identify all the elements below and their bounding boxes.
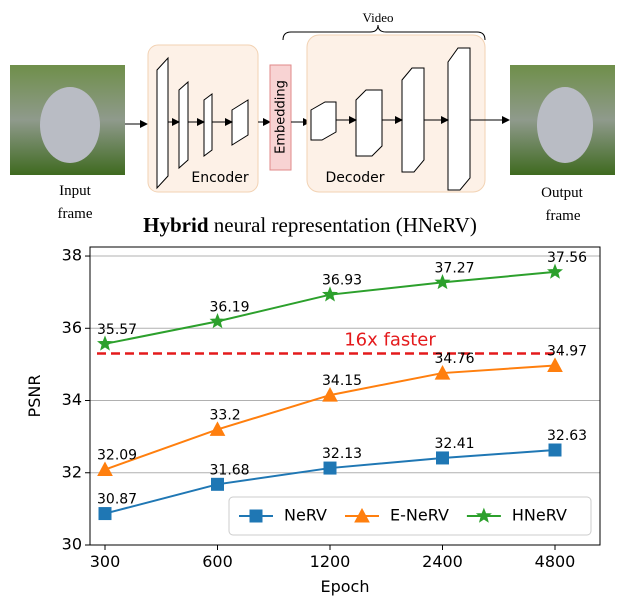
y-tick-label: 38 (62, 246, 82, 265)
page: Video Input frame Encoder Embedding Deco… (0, 0, 617, 598)
marker (323, 288, 336, 301)
marker (437, 452, 449, 464)
marker (98, 463, 112, 476)
layer (157, 58, 168, 188)
x-axis-label: Epoch (321, 577, 370, 596)
output-figure (537, 87, 593, 163)
reference-label: 16x faster (344, 330, 436, 351)
legend-label: HNeRV (512, 506, 567, 525)
data-label: 36.93 (322, 273, 362, 289)
data-label: 34.15 (322, 373, 362, 389)
input-label: frame (58, 206, 93, 222)
layer (448, 48, 470, 190)
x-tick-label: 1200 (310, 552, 351, 571)
legend: NeRV E-NeRV HNeRV (229, 497, 591, 535)
diagram: Video Input frame Encoder Embedding Deco… (10, 10, 615, 237)
layer (179, 82, 188, 168)
data-label: 30.87 (97, 492, 137, 508)
decoder-label: Decoder (326, 170, 385, 186)
x-tick-label: 2400 (422, 552, 463, 571)
data-label: 34.76 (435, 351, 475, 367)
data-label: 37.27 (435, 260, 475, 276)
figure: Video Input frame Encoder Embedding Deco… (0, 0, 617, 598)
y-tick-label: 30 (62, 535, 82, 554)
x-tick-label: 600 (202, 552, 233, 571)
data-label: 37.56 (547, 250, 587, 266)
layer (356, 90, 382, 156)
output-label: frame (546, 208, 581, 224)
y-tick-label: 36 (62, 318, 82, 337)
data-label: 35.57 (97, 322, 137, 338)
data-label: 32.41 (435, 436, 475, 452)
video-label: Video (363, 10, 394, 25)
input-figure (40, 87, 100, 163)
caption-bold: Hybrid (143, 213, 209, 237)
layer (402, 68, 424, 172)
data-label: 33.2 (210, 407, 241, 423)
embedding-label: Embedding (274, 80, 289, 154)
data-label: 32.09 (97, 448, 137, 464)
y-tick-label: 32 (62, 462, 82, 481)
legend-label: NeRV (284, 506, 327, 525)
layer (311, 102, 336, 140)
data-label: 32.13 (322, 446, 362, 462)
marker (324, 462, 336, 474)
marker (211, 314, 224, 327)
output-label: Output (541, 185, 584, 201)
x-tick-label: 4800 (535, 552, 576, 571)
marker (98, 337, 111, 350)
caption: Hybrid neural representation (HNeRV) (143, 213, 477, 237)
data-label: 31.68 (210, 462, 250, 478)
legend-marker (250, 510, 262, 522)
y-tick-label: 34 (62, 390, 82, 409)
chart: 30 32 34 36 38 300 600 1200 2400 4800 Epoch PSNR 16x… (25, 246, 600, 596)
data-label: 36.19 (210, 299, 250, 315)
encoder-label: Encoder (191, 170, 248, 186)
data-label: 34.97 (547, 343, 587, 359)
caption-rest: neural representation (HNeRV) (214, 213, 477, 237)
marker (436, 275, 449, 288)
data-label: 32.63 (547, 428, 587, 444)
y-axis-label: PSNR (25, 375, 44, 418)
layer (204, 94, 212, 156)
marker (99, 508, 111, 520)
legend-label: E-NeRV (390, 506, 449, 525)
input-label: Input (59, 183, 91, 199)
marker (549, 444, 561, 456)
marker (548, 265, 561, 278)
x-tick-label: 300 (90, 552, 121, 571)
marker (212, 478, 224, 490)
